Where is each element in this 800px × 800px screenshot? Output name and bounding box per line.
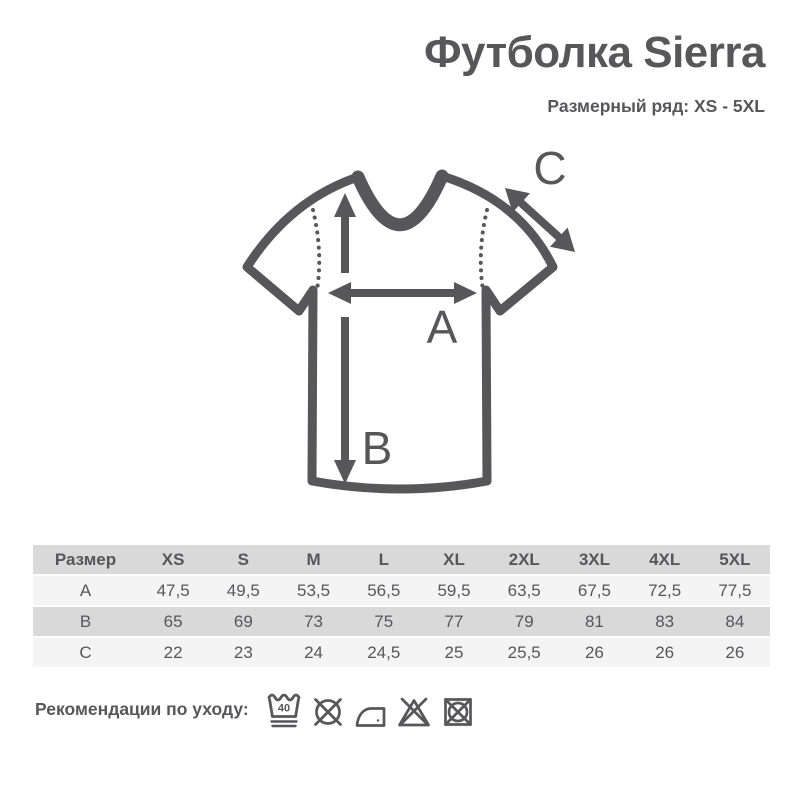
sleeve-arrow-c (505, 188, 575, 252)
table-cell: 56,5 (367, 580, 401, 600)
table-header-cell: 4XL (649, 549, 681, 569)
tshirt-outline (242, 171, 558, 494)
chest-arrow-a (328, 282, 477, 304)
table-row: B 65 69 73 75 77 79 81 83 84 (33, 607, 770, 636)
table-cell: 53,5 (297, 580, 331, 600)
table-cell: 26 (655, 642, 675, 662)
wash-40-icon: 40 (267, 693, 301, 728)
table-row: A 47,5 49,5 53,5 56,5 59,5 63,5 67,5 72,… (33, 576, 770, 605)
do-not-bleach-icon (398, 697, 430, 727)
do-not-dry-clean-icon (314, 698, 342, 726)
label-a: A (427, 301, 458, 353)
row-label: C (79, 642, 92, 662)
table-cell: 65 (163, 611, 183, 631)
table-cell: 23 (233, 642, 253, 662)
table-cell: 26 (584, 642, 604, 662)
table-header-cell: 2XL (508, 549, 540, 569)
table-cell: 83 (655, 611, 675, 631)
table-header-cell: S (237, 549, 249, 569)
table-cell: 69 (233, 611, 253, 631)
table-cell: 24,5 (367, 642, 401, 662)
table-cell: 25,5 (507, 642, 541, 662)
table-header-row: Размер XS S M L XL 2XL 3XL 4XL 5XL (33, 545, 770, 574)
table-header-cell: Размер (54, 549, 117, 569)
table-cell: 72,5 (648, 580, 682, 600)
tshirt-measurement-diagram: A B C (242, 142, 575, 494)
table-cell: 75 (374, 611, 394, 631)
table-cell: 47,5 (156, 580, 190, 600)
table-header-cell: M (306, 549, 321, 569)
table-cell: 77,5 (718, 580, 752, 600)
table-header-cell: XL (443, 549, 465, 569)
table-cell: 77 (444, 611, 464, 631)
iron-low-temperature-icon (355, 707, 386, 727)
table-cell: 67,5 (577, 580, 611, 600)
table-cell: 81 (584, 611, 604, 631)
table-cell: 59,5 (437, 580, 471, 600)
table-cell: 25 (444, 642, 464, 662)
care-icons-row: 40 (267, 690, 474, 728)
left-seam-dotted-line (311, 208, 322, 292)
table-header-cell: 3XL (578, 549, 611, 569)
page-title: Футболка Sierra (424, 28, 766, 77)
table-header-cell: L (378, 549, 389, 569)
care-instructions-label: Рекомендации по уходу: (35, 699, 249, 719)
table-header-cell: XS (161, 549, 185, 569)
length-arrow-b (334, 193, 356, 484)
size-table: Размер XS S M L XL 2XL 3XL 4XL 5XL A 47,… (33, 545, 770, 669)
table-header-cell: 5XL (719, 549, 751, 569)
table-cell: 49,5 (226, 580, 260, 600)
table-cell: 24 (304, 642, 323, 662)
label-c: C (533, 142, 566, 194)
wash-temperature: 40 (278, 703, 290, 715)
do-not-tumble-dry-icon (444, 698, 472, 726)
table-cell: 79 (514, 611, 534, 631)
size-range-subtitle: Размерный ряд: XS - 5XL (547, 96, 765, 116)
row-label: A (79, 580, 92, 600)
table-cell: 22 (163, 642, 183, 662)
table-cell: 63,5 (507, 580, 541, 600)
table-row: C 22 23 24 24,5 25 25,5 26 26 26 (33, 638, 770, 667)
row-label: B (79, 611, 92, 631)
table-cell: 26 (725, 642, 745, 662)
table-cell: 73 (304, 611, 323, 631)
right-seam-dotted-line (478, 208, 489, 292)
table-cell: 84 (725, 611, 745, 631)
label-b: B (362, 422, 393, 474)
collar (351, 169, 449, 232)
